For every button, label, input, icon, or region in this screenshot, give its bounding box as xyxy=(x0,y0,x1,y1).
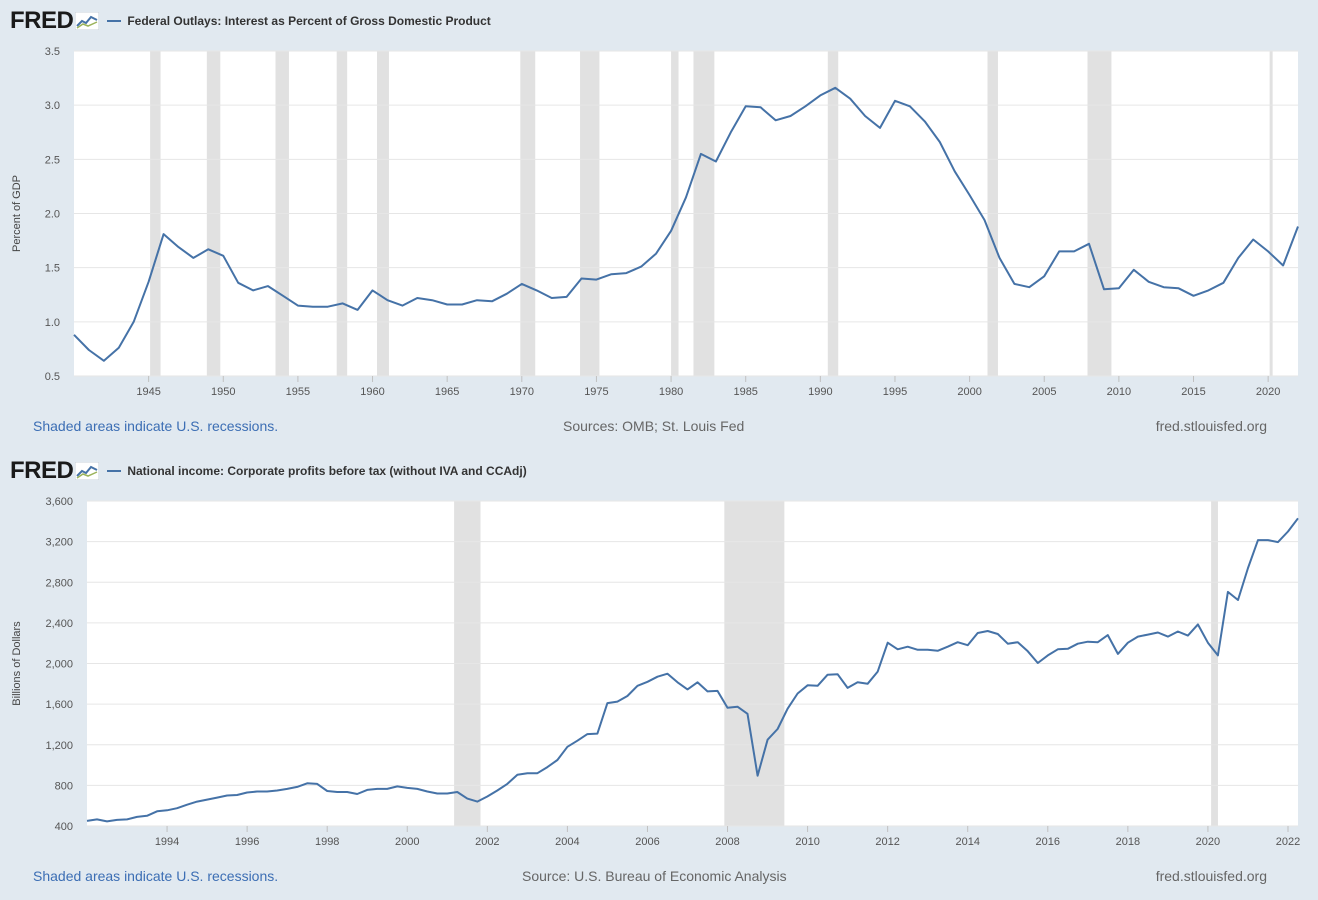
legend-swatch xyxy=(107,20,122,22)
y-tick-label: 1,600 xyxy=(45,699,73,711)
x-tick-label: 2012 xyxy=(875,836,899,848)
x-tick-label: 1960 xyxy=(360,386,384,398)
chart-panel-interest: FRED Federal Outlays: Interest as Percen… xyxy=(10,6,1299,434)
fred-logo[interactable]: FRED xyxy=(10,7,74,34)
chart-panel-profits: FRED National income: Corporate profits … xyxy=(0,450,1318,900)
series-line xyxy=(73,86,1299,362)
x-tick-label: 2010 xyxy=(795,836,819,848)
fred-chart-badge-icon xyxy=(75,12,100,30)
x-tick-label: 2006 xyxy=(635,836,659,848)
y-tick-label: 2.0 xyxy=(45,209,60,221)
x-tick-label: 2005 xyxy=(1032,386,1056,398)
chart-legend[interactable]: National income: Corporate profits befor… xyxy=(107,464,527,478)
legend-label: Federal Outlays: Interest as Percent of … xyxy=(127,14,491,28)
y-tick-label: 3.5 xyxy=(45,46,60,58)
x-tick-label: 1945 xyxy=(136,386,160,398)
y-tick-label: 1.0 xyxy=(45,317,60,329)
x-tick-label: 2008 xyxy=(715,836,739,848)
x-tick-label: 1994 xyxy=(155,836,179,848)
x-tick-label: 2018 xyxy=(1116,836,1140,848)
y-axis-title: Billions of Dollars xyxy=(11,621,23,706)
y-tick-label: 3.0 xyxy=(45,100,60,112)
y-tick-label: 2,400 xyxy=(45,618,73,630)
y-tick-label: 2,800 xyxy=(45,577,73,589)
y-tick-label: 1,200 xyxy=(45,740,73,752)
line-chart-profits: 400 800 1,200 1,600 2,000 2,400 2,800 3,200 3,60… xyxy=(11,496,1300,848)
x-tick-label: 2016 xyxy=(1036,836,1060,848)
site-link[interactable]: fred.stlouisfed.org xyxy=(1155,868,1267,884)
x-tick-label: 1975 xyxy=(584,386,608,398)
chart-legend[interactable]: Federal Outlays: Interest as Percent of … xyxy=(107,14,491,28)
legend-label: National income: Corporate profits befor… xyxy=(127,464,527,478)
x-tick-label: 2020 xyxy=(1196,836,1220,848)
y-tick-label: 2.5 xyxy=(45,154,60,166)
chart-header: FRED Federal Outlays: Interest as Percen… xyxy=(10,6,491,36)
y-tick-label: 1.5 xyxy=(45,263,60,275)
x-tick-label: 1950 xyxy=(211,386,235,398)
x-tick-label: 1965 xyxy=(435,386,459,398)
x-tick-label: 2010 xyxy=(1107,386,1131,398)
x-tick-label: 2014 xyxy=(955,836,979,848)
series-line xyxy=(86,517,1299,823)
source-text: Sources: OMB; St. Louis Fed xyxy=(563,418,745,434)
recession-note-link[interactable]: Shaded areas indicate U.S. recessions. xyxy=(33,418,279,434)
fred-chart-badge-icon xyxy=(75,462,100,480)
x-tick-label: 2020 xyxy=(1256,386,1280,398)
x-tick-label: 2000 xyxy=(957,386,981,398)
x-tick-label: 2000 xyxy=(395,836,419,848)
x-tick-label: 1985 xyxy=(733,386,757,398)
y-tick-label: 800 xyxy=(55,780,73,792)
y-axis-title: Percent of GDP xyxy=(11,175,23,252)
site-link[interactable]: fred.stlouisfed.org xyxy=(1155,418,1267,434)
y-tick-label: 3,600 xyxy=(45,496,73,508)
chart-header: FRED National income: Corporate profits … xyxy=(10,456,527,486)
recession-note-link[interactable]: Shaded areas indicate U.S. recessions. xyxy=(33,868,279,884)
x-tick-label: 1970 xyxy=(510,386,534,398)
x-tick-label: 2004 xyxy=(555,836,579,848)
y-tick-label: 3,200 xyxy=(45,537,73,549)
y-tick-label: 2,000 xyxy=(45,659,73,671)
x-tick-label: 1955 xyxy=(286,386,310,398)
line-chart-interest: 0.5 1.0 1.5 2.0 2.5 3.0 3.5 1945 1950 1955 1960 196… xyxy=(11,46,1299,398)
y-tick-label: 0.5 xyxy=(45,371,60,383)
x-tick-label: 2022 xyxy=(1276,836,1300,848)
fred-logo[interactable]: FRED xyxy=(10,457,74,484)
x-tick-label: 2015 xyxy=(1181,386,1205,398)
source-text: Source: U.S. Bureau of Economic Analysis xyxy=(522,868,787,884)
x-tick-label: 1996 xyxy=(235,836,259,848)
x-tick-label: 1995 xyxy=(883,386,907,398)
legend-swatch xyxy=(107,470,122,472)
x-tick-label: 1990 xyxy=(808,386,832,398)
y-tick-label: 400 xyxy=(55,821,73,833)
x-tick-label: 1980 xyxy=(659,386,683,398)
x-tick-label: 1998 xyxy=(315,836,339,848)
x-tick-label: 2002 xyxy=(475,836,499,848)
